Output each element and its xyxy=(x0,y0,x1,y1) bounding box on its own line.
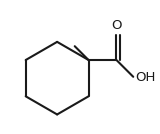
Text: OH: OH xyxy=(135,71,155,84)
Text: O: O xyxy=(111,19,122,32)
